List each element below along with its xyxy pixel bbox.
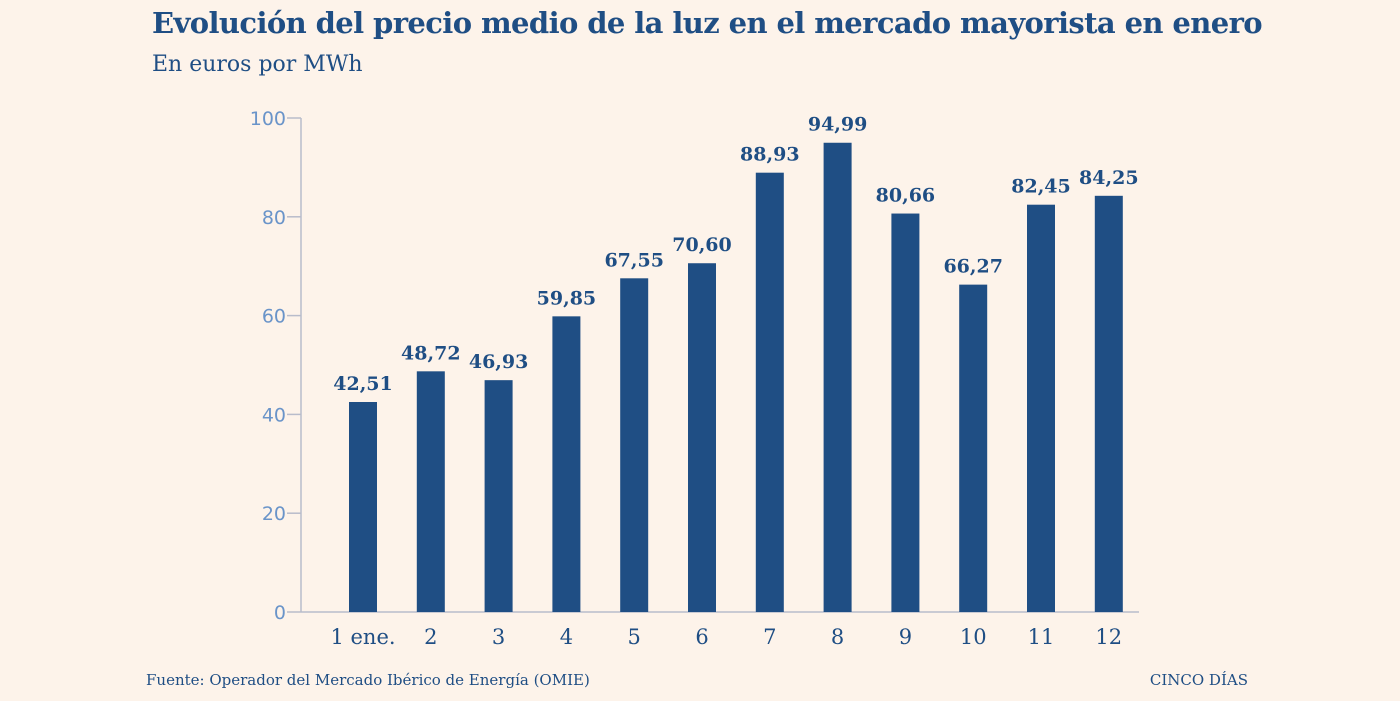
chart-title: Evolución del precio medio de la luz en … [152, 6, 1263, 40]
x-tick-label: 5 [628, 625, 641, 649]
bar [484, 380, 513, 612]
y-tick-label: 60 [262, 306, 286, 328]
bar [688, 263, 716, 612]
bar-value-label: 59,85 [537, 287, 597, 309]
bar [1094, 195, 1123, 612]
chart-subtitle: En euros por MWh [152, 52, 363, 77]
y-tick-label: 100 [250, 108, 286, 130]
bar-value-label: 67,55 [604, 249, 664, 271]
x-tick-label: 1 ene. [330, 625, 395, 649]
bar-value-label: 94,99 [808, 114, 868, 136]
bar [349, 402, 377, 612]
y-tick-label: 0 [274, 602, 286, 624]
x-tick-label: 4 [560, 625, 573, 649]
x-tick-label: 3 [492, 625, 505, 649]
bar-value-label: 88,93 [740, 144, 800, 166]
bar [416, 371, 445, 612]
x-tick-label: 2 [424, 625, 437, 649]
bar-value-label: 66,27 [943, 256, 1003, 278]
y-tick-label: 80 [262, 207, 286, 229]
bar [552, 316, 581, 612]
x-tick-label: 7 [763, 625, 776, 649]
x-tick-label: 6 [695, 625, 708, 649]
bar-value-label: 84,25 [1079, 167, 1139, 189]
x-tick-label: 8 [831, 625, 844, 649]
bar [823, 142, 852, 613]
bar-value-label: 42,51 [333, 373, 393, 395]
source-note: Fuente: Operador del Mercado Ibérico de … [146, 671, 590, 689]
y-tick-label: 40 [262, 404, 286, 426]
bar [959, 284, 988, 612]
bar [1027, 204, 1055, 612]
brand-label: CINCO DÍAS [1149, 671, 1248, 689]
bar-value-label: 82,45 [1011, 176, 1071, 198]
bar [620, 278, 649, 612]
bar [755, 172, 784, 613]
bar-value-label: 46,93 [469, 351, 529, 373]
bar-value-label: 70,60 [672, 234, 732, 256]
x-tick-label: 12 [1095, 625, 1122, 649]
x-tick-label: 9 [899, 625, 912, 649]
bar-value-label: 80,66 [876, 185, 936, 207]
x-tick-label: 10 [960, 625, 987, 649]
bar-value-label: 48,72 [401, 342, 461, 364]
bar [891, 213, 920, 612]
y-tick-label: 20 [262, 503, 286, 525]
x-tick-label: 11 [1028, 625, 1055, 649]
